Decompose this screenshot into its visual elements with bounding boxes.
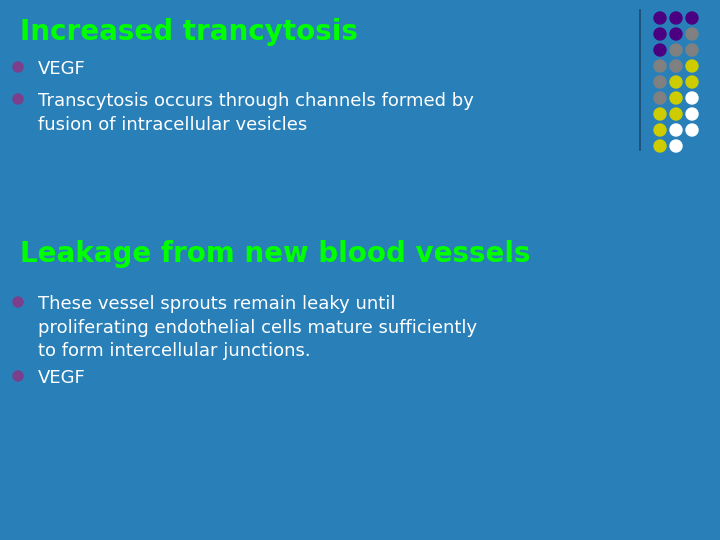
Circle shape <box>13 62 23 72</box>
Text: Leakage from new blood vessels: Leakage from new blood vessels <box>20 240 531 268</box>
Circle shape <box>670 140 682 152</box>
Circle shape <box>654 92 666 104</box>
Circle shape <box>686 12 698 24</box>
Circle shape <box>654 60 666 72</box>
Circle shape <box>670 108 682 120</box>
Circle shape <box>13 371 23 381</box>
Circle shape <box>670 12 682 24</box>
Circle shape <box>686 108 698 120</box>
Circle shape <box>686 28 698 40</box>
Circle shape <box>686 60 698 72</box>
Circle shape <box>670 76 682 88</box>
Circle shape <box>670 92 682 104</box>
Circle shape <box>670 124 682 136</box>
Circle shape <box>654 28 666 40</box>
Circle shape <box>654 12 666 24</box>
Circle shape <box>654 76 666 88</box>
Circle shape <box>654 108 666 120</box>
Text: Transcytosis occurs through channels formed by
fusion of intracellular vesicles: Transcytosis occurs through channels for… <box>38 92 474 133</box>
Circle shape <box>654 140 666 152</box>
Circle shape <box>670 44 682 56</box>
Circle shape <box>13 94 23 104</box>
Circle shape <box>13 297 23 307</box>
Circle shape <box>686 44 698 56</box>
Text: Increased trancytosis: Increased trancytosis <box>20 18 358 46</box>
Circle shape <box>686 92 698 104</box>
Circle shape <box>686 76 698 88</box>
Circle shape <box>670 28 682 40</box>
Text: VEGF: VEGF <box>38 369 86 387</box>
Circle shape <box>654 124 666 136</box>
Circle shape <box>654 44 666 56</box>
Circle shape <box>670 60 682 72</box>
Text: These vessel sprouts remain leaky until
proliferating endothelial cells mature s: These vessel sprouts remain leaky until … <box>38 295 477 360</box>
Circle shape <box>686 124 698 136</box>
Text: VEGF: VEGF <box>38 60 86 78</box>
